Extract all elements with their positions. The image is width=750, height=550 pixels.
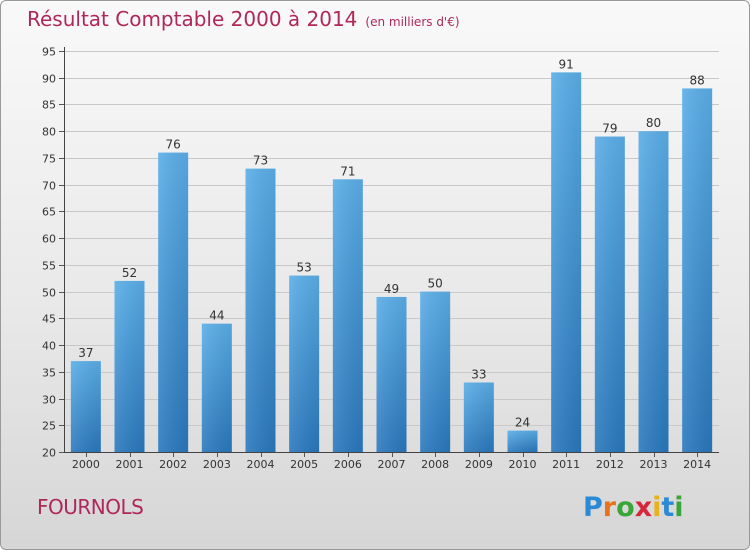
axis-layer: 20 25 30 35 40 45 50 55 60 65 70 75 80 85 90 95 2000 2001… [42,46,719,471]
x-tick-label: 2007 [378,458,406,471]
bar-shine-2006 [332,179,363,452]
bar-shine-2011 [551,72,582,453]
bar-shine-2001 [114,280,145,452]
x-tick-label: 2010 [509,458,537,471]
data-label: 91 [559,57,574,71]
bar-shine-2003 [201,323,232,452]
y-tick-label: 90 [42,73,56,86]
data-label: 52 [122,266,137,280]
x-tick-label: 2002 [159,458,187,471]
data-label: 44 [209,309,224,323]
data-label: 88 [690,73,705,87]
data-label: 50 [428,277,443,291]
x-tick-label: 2006 [334,458,362,471]
bar-shine-2010 [507,430,538,452]
x-tick-label: 2008 [421,458,449,471]
y-tick-label: 55 [42,260,56,273]
x-tick-label: 2014 [683,458,711,471]
x-tick-label: 2013 [640,458,668,471]
x-tick-label: 2012 [596,458,624,471]
bar-shine-2009 [463,382,494,452]
commune-name: FOURNOLS [37,495,144,519]
data-label: 71 [340,164,355,178]
y-tick-label: 75 [42,153,56,166]
bar-shine-2007 [376,296,407,452]
x-tick-label: 2011 [552,458,580,471]
bar-shine-2012 [594,136,625,452]
bar-shine-2013 [638,131,669,452]
bar-shine-2004 [245,168,276,453]
y-tick-label: 35 [42,367,56,380]
data-label: 73 [253,154,268,168]
y-tick-label: 65 [42,206,56,219]
data-label: 33 [471,367,486,381]
chart-title-unit: (en milliers d'€) [365,15,460,29]
x-tick-label: 2000 [72,458,100,471]
y-tick-label: 45 [42,313,56,326]
chart-title: Résultat Comptable 2000 à 2014 (en millie… [27,7,460,31]
x-tick-label: 2009 [465,458,493,471]
y-tick-label: 70 [42,180,56,193]
bar-shine-2000 [70,361,101,452]
bar-shine-2014 [682,88,713,452]
data-label: 79 [602,122,617,136]
proxiti-logo: Proxiti [583,492,684,523]
y-tick-label: 95 [42,46,56,59]
x-tick-label: 2005 [290,458,318,471]
data-label: 53 [297,261,312,275]
data-label: 76 [166,138,181,152]
bar-shine-2002 [158,152,189,452]
data-label: 37 [78,346,93,360]
data-label: 49 [384,282,399,296]
x-tick-label: 2001 [116,458,144,471]
y-tick-label: 40 [42,340,56,353]
x-tick-label: 2004 [247,458,275,471]
svg-text:Proxiti: Proxiti [583,492,684,523]
data-label: 80 [646,116,661,130]
bars-layer: 37 52 76 44 73 53 71 49 50 33 24 91 79 80 88 [70,57,713,453]
x-tick-label: 2003 [203,458,231,471]
y-tick-label: 50 [42,287,56,300]
y-tick-label: 20 [42,447,56,460]
bar-shine-2008 [420,291,451,452]
data-label: 24 [515,416,530,430]
y-tick-label: 30 [42,394,56,407]
chart-title-main: Résultat Comptable 2000 à 2014 [27,7,358,31]
y-tick-label: 85 [42,99,56,112]
y-tick-label: 25 [42,420,56,433]
y-tick-label: 60 [42,233,56,246]
bar-shine-2005 [289,275,320,452]
y-tick-label: 80 [42,126,56,139]
